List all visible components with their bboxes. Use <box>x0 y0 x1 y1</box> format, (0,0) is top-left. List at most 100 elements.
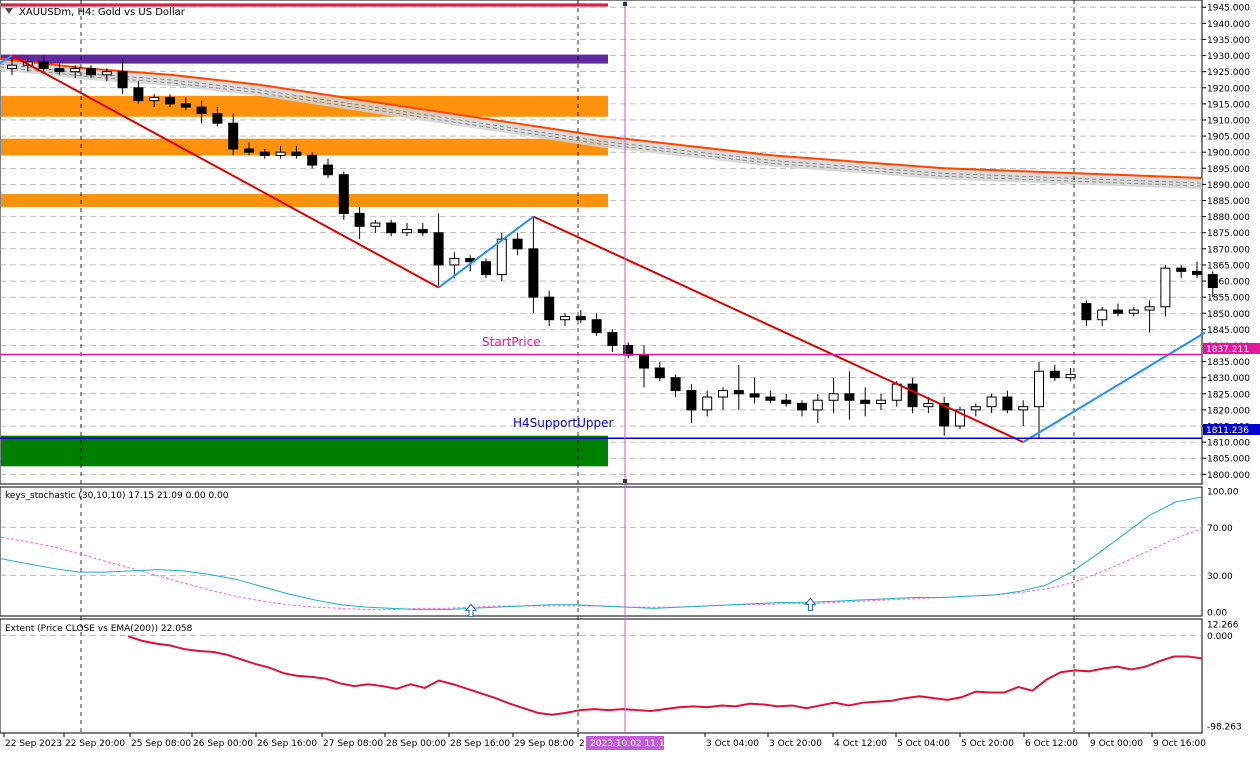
bear-candle[interactable] <box>670 377 681 392</box>
bull-candle[interactable] <box>970 406 981 411</box>
bull-candle[interactable] <box>560 315 570 321</box>
bull-candle[interactable] <box>828 393 839 401</box>
bear-candle[interactable] <box>133 87 144 102</box>
zigzag-up-segment[interactable] <box>0 54 13 70</box>
start-price-label[interactable]: StartPrice <box>482 335 541 349</box>
bear-candle[interactable] <box>212 113 223 124</box>
bear-candle[interactable] <box>686 390 697 411</box>
bear-candle[interactable] <box>860 399 871 404</box>
bear-candle[interactable] <box>544 296 555 321</box>
support-label[interactable]: H4SupportUpper <box>513 416 613 430</box>
bear-candle[interactable] <box>1192 270 1202 276</box>
bull-candle[interactable] <box>449 257 460 266</box>
bull-candle[interactable] <box>891 383 902 401</box>
bear-candle[interactable] <box>244 148 254 153</box>
bull-candle[interactable] <box>1018 406 1029 411</box>
supply-zone[interactable] <box>1 194 608 207</box>
bull-candle[interactable] <box>1128 309 1139 314</box>
bear-candle[interactable] <box>1176 267 1187 272</box>
bull-candle[interactable] <box>1144 306 1155 311</box>
bull-candle[interactable] <box>876 399 886 404</box>
bull-candle[interactable] <box>986 396 997 408</box>
zigzag-down-segment[interactable] <box>532 215 1024 444</box>
bear-candle[interactable] <box>196 106 207 115</box>
bear-candle[interactable] <box>433 232 444 266</box>
stochastic-main-line[interactable] <box>0 496 1203 611</box>
bear-candle[interactable] <box>386 222 397 234</box>
bear-candle[interactable] <box>323 164 333 176</box>
demand-zone[interactable] <box>1 435 608 467</box>
bull-candle[interactable] <box>812 399 823 411</box>
bear-candle[interactable] <box>575 315 586 321</box>
stochastic-signal-line[interactable] <box>0 528 1203 611</box>
bear-candle[interactable] <box>291 151 302 156</box>
bull-candle[interactable] <box>923 402 934 408</box>
bull-candle[interactable] <box>402 229 412 234</box>
bear-candle[interactable] <box>38 61 49 69</box>
stochastic-lines[interactable] <box>0 496 1203 617</box>
bear-candle[interactable] <box>86 67 96 76</box>
bull-candle[interactable] <box>718 390 728 398</box>
supply-zone[interactable] <box>1 138 608 156</box>
bear-candle[interactable] <box>591 319 602 334</box>
supply-zone[interactable] <box>1 3 608 7</box>
bull-candle[interactable] <box>70 67 81 73</box>
bull-candle[interactable] <box>1160 267 1171 308</box>
bear-candle[interactable] <box>481 261 491 276</box>
bear-candle[interactable] <box>1081 303 1092 321</box>
bear-candle[interactable] <box>781 399 792 404</box>
bear-candle[interactable] <box>180 103 191 108</box>
bear-candle[interactable] <box>765 396 776 401</box>
zone-rectangles[interactable] <box>1 3 608 467</box>
bull-candle[interactable] <box>496 238 507 276</box>
bear-candle[interactable] <box>354 212 365 227</box>
bull-candle[interactable] <box>149 96 160 102</box>
bull-candle[interactable] <box>702 396 713 411</box>
bear-candle[interactable] <box>512 238 523 250</box>
crosshair[interactable] <box>623 0 627 733</box>
bear-candle[interactable] <box>1049 370 1060 379</box>
bull-candle[interactable] <box>1065 373 1076 379</box>
bear-candle[interactable] <box>259 151 270 156</box>
bear-candle[interactable] <box>939 402 950 427</box>
stochastic-panel[interactable] <box>0 486 1203 617</box>
bear-candle[interactable] <box>54 67 65 73</box>
horizontal-levels[interactable] <box>0 353 1202 440</box>
bear-candle[interactable] <box>228 122 239 150</box>
bear-candle[interactable] <box>1207 274 1218 288</box>
bull-candle[interactable] <box>1097 309 1108 321</box>
zigzag-up-segment[interactable] <box>438 215 534 289</box>
bear-candle[interactable] <box>528 248 539 298</box>
zigzag-up-segment[interactable] <box>1022 331 1206 443</box>
bear-candle[interactable] <box>907 383 918 408</box>
bear-candle[interactable] <box>117 71 128 89</box>
candlestick-series[interactable] <box>7 55 1218 439</box>
extent-series-line[interactable] <box>127 635 1203 716</box>
bear-candle[interactable] <box>654 367 665 379</box>
bear-candle[interactable] <box>639 354 649 369</box>
supply-zone[interactable] <box>1 54 608 64</box>
bull-candle[interactable] <box>1034 370 1044 408</box>
bear-candle[interactable] <box>307 154 318 166</box>
bear-candle[interactable] <box>1113 309 1123 314</box>
bear-candle[interactable] <box>417 229 428 234</box>
extent-line[interactable] <box>127 635 1203 716</box>
bear-candle[interactable] <box>165 96 175 105</box>
bull-candle[interactable] <box>370 222 381 227</box>
price-panel[interactable] <box>0 0 1203 485</box>
bear-candle[interactable] <box>749 393 760 398</box>
bear-candle[interactable] <box>1002 396 1013 411</box>
extent-panel[interactable] <box>0 618 1203 734</box>
bull-candle[interactable] <box>7 64 17 69</box>
bear-candle[interactable] <box>844 393 855 401</box>
buy-arrow-icon[interactable] <box>804 597 817 611</box>
bear-candle[interactable] <box>797 402 807 411</box>
bull-candle[interactable] <box>955 409 965 427</box>
bear-candle[interactable] <box>338 174 349 214</box>
bull-candle[interactable] <box>275 151 286 156</box>
buy-arrow-icon[interactable] <box>464 603 478 617</box>
bear-candle[interactable] <box>733 390 744 395</box>
zigzag-lines[interactable] <box>0 54 1206 444</box>
